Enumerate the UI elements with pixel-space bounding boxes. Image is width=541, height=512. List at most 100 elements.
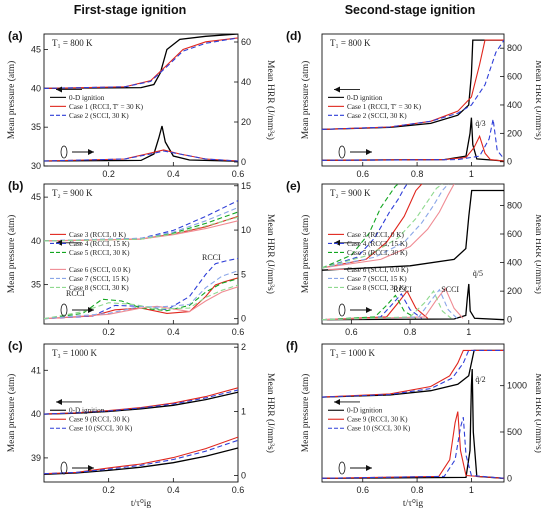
annotation-q-scale: q̃/5 — [473, 269, 483, 278]
series-line — [322, 349, 504, 398]
series-group — [322, 349, 504, 479]
annotation-q-scale: q̃/2 — [475, 375, 485, 384]
panel-c: 0.2 0.4 0.6 39 40 41 0 1 2 (c) T₃ = 1000 K Mean pre… — [6, 339, 276, 495]
legend-entry: 0-D ignition — [69, 407, 105, 415]
legend-entry: Case 10 (SCCI, 30 K) — [347, 425, 411, 433]
panel-label: (e) — [286, 179, 301, 193]
p-tick-label: 35 — [31, 280, 41, 290]
right-axis-marker — [338, 145, 346, 159]
legend-entry: Case 6 (SCCI, 0.0 K) — [347, 266, 409, 274]
legend-entry: Case 1 (RCCI, T′ = 30 K) — [69, 103, 144, 111]
x-tick-label: 0.4 — [167, 327, 180, 337]
x-axis-label-left: t/τ⁰ig — [131, 498, 152, 509]
h-tick-label: 600 — [507, 72, 522, 82]
temperature-label: T₂ = 900 K — [330, 188, 371, 198]
h-tick-label: 60 — [241, 37, 251, 47]
h-tick-label: 500 — [507, 427, 522, 437]
left-axis-arrowhead — [56, 86, 62, 93]
left-axis-arrowhead — [334, 398, 340, 405]
x-tick-label: 0.6 — [356, 169, 369, 179]
series-line — [322, 184, 449, 269]
panel-label: (a) — [8, 29, 23, 43]
y-axis-label-right: Mean HRR (J/mm³s) — [533, 214, 541, 294]
y-axis-label-left: Mean pressure (atm) — [6, 61, 17, 140]
left-axis-arrowhead — [334, 239, 340, 246]
x-tick-label: 1 — [469, 169, 474, 179]
annotation-scci: SCCI — [441, 285, 459, 294]
plot-frame — [43, 343, 239, 483]
panel-b: 0.2 0.4 0.6 35 40 45 0 5 10 15 (b) T₂ = 900 K Mean p… — [6, 179, 276, 337]
panel-label: (c) — [8, 339, 23, 353]
series-line — [44, 257, 238, 320]
plot-frame — [321, 343, 505, 483]
series-line — [44, 270, 238, 320]
left-axis-arrowhead — [56, 398, 62, 405]
right-axis-marker — [338, 461, 346, 475]
legend-entry: Case 5 (RCCI, 30 K) — [347, 249, 408, 257]
x-tick-label: 0.4 — [167, 485, 180, 495]
right-axis-marker — [60, 461, 68, 475]
right-axis-arrowhead — [88, 307, 94, 313]
h-tick-label: 10 — [241, 225, 251, 235]
h-tick-label: 2 — [241, 342, 246, 352]
x-axis-label-right: t/τ⁰ig — [403, 498, 424, 509]
h-tick-label: 1000 — [507, 381, 527, 391]
x-tick-label: 0.6 — [232, 485, 245, 495]
legend-entry: 0-D ignition — [347, 94, 383, 102]
x-tick-label: 0.6 — [356, 485, 369, 495]
x-tick-label: 0.4 — [167, 169, 180, 179]
panel-label: (d) — [286, 29, 301, 43]
left-axis-arrowhead — [56, 239, 62, 246]
series-line — [322, 134, 504, 162]
h-tick-label: 600 — [507, 229, 522, 239]
right-axis-marker — [60, 303, 68, 317]
left-axis-arrowhead — [334, 86, 340, 93]
legend-entry: Case 7 (SCCI, 15 K) — [347, 275, 407, 283]
series-line — [322, 189, 504, 271]
series-line — [322, 368, 504, 479]
h-tick-label: 0 — [241, 157, 246, 167]
y-axis-label-right: Mean HRR (J/mm³s) — [265, 60, 276, 140]
series-line — [322, 287, 464, 321]
legend-entry: 0-D ignition — [347, 407, 383, 415]
annotation-rcci: RCCI — [202, 253, 221, 262]
series-group — [44, 34, 238, 162]
y-axis-label-left: Mean pressure (atm) — [300, 215, 311, 294]
legend-entry: Case 1 (RCCI, T′ = 30 K) — [347, 103, 422, 111]
legend-entry: Case 7 (SCCI, 15 K) — [69, 275, 129, 283]
y-axis-label-left: Mean pressure (atm) — [6, 374, 17, 453]
series-line — [44, 37, 238, 89]
h-tick-label: 0 — [507, 157, 512, 167]
series-line — [322, 184, 455, 269]
legend-entry: Case 8 (SCCI, 30 K) — [69, 284, 129, 292]
p-tick-label: 40 — [31, 409, 41, 419]
annotation-rcci: RCCI — [66, 289, 85, 298]
p-tick-label: 30 — [31, 161, 41, 171]
annotation-q-scale: q̃/3 — [475, 119, 485, 128]
series-line — [44, 389, 238, 415]
legend-entry: Case 9 (RCCI, 30 K) — [69, 416, 130, 424]
h-tick-label: 1 — [241, 406, 246, 416]
legend-entry: Case 3 (RCCI, 0 K) — [347, 231, 405, 239]
legend: Case 3 (RCCI, 0 K)Case 4 (RCCI, 15 K)Cas… — [50, 231, 131, 292]
legend-entry: 0-D ignition — [69, 94, 105, 102]
p-tick-label: 45 — [31, 192, 41, 202]
p-tick-label: 35 — [31, 122, 41, 132]
series-line — [322, 294, 417, 321]
right-column-title: Second-stage ignition — [345, 3, 476, 17]
p-tick-label: 39 — [31, 453, 41, 463]
h-tick-label: 400 — [507, 100, 522, 110]
series-line — [322, 349, 504, 398]
x-tick-label: 1 — [466, 327, 471, 337]
series-group — [44, 387, 238, 475]
series-line — [322, 184, 408, 269]
series-line — [44, 277, 238, 320]
h-tick-label: 0 — [507, 473, 512, 483]
legend-entry: Case 9 (RCCI, 30 K) — [347, 416, 408, 424]
series-line — [322, 283, 504, 321]
legend-entry: Case 4 (RCCI, 15 K) — [69, 240, 130, 248]
h-tick-label: 15 — [241, 181, 251, 191]
